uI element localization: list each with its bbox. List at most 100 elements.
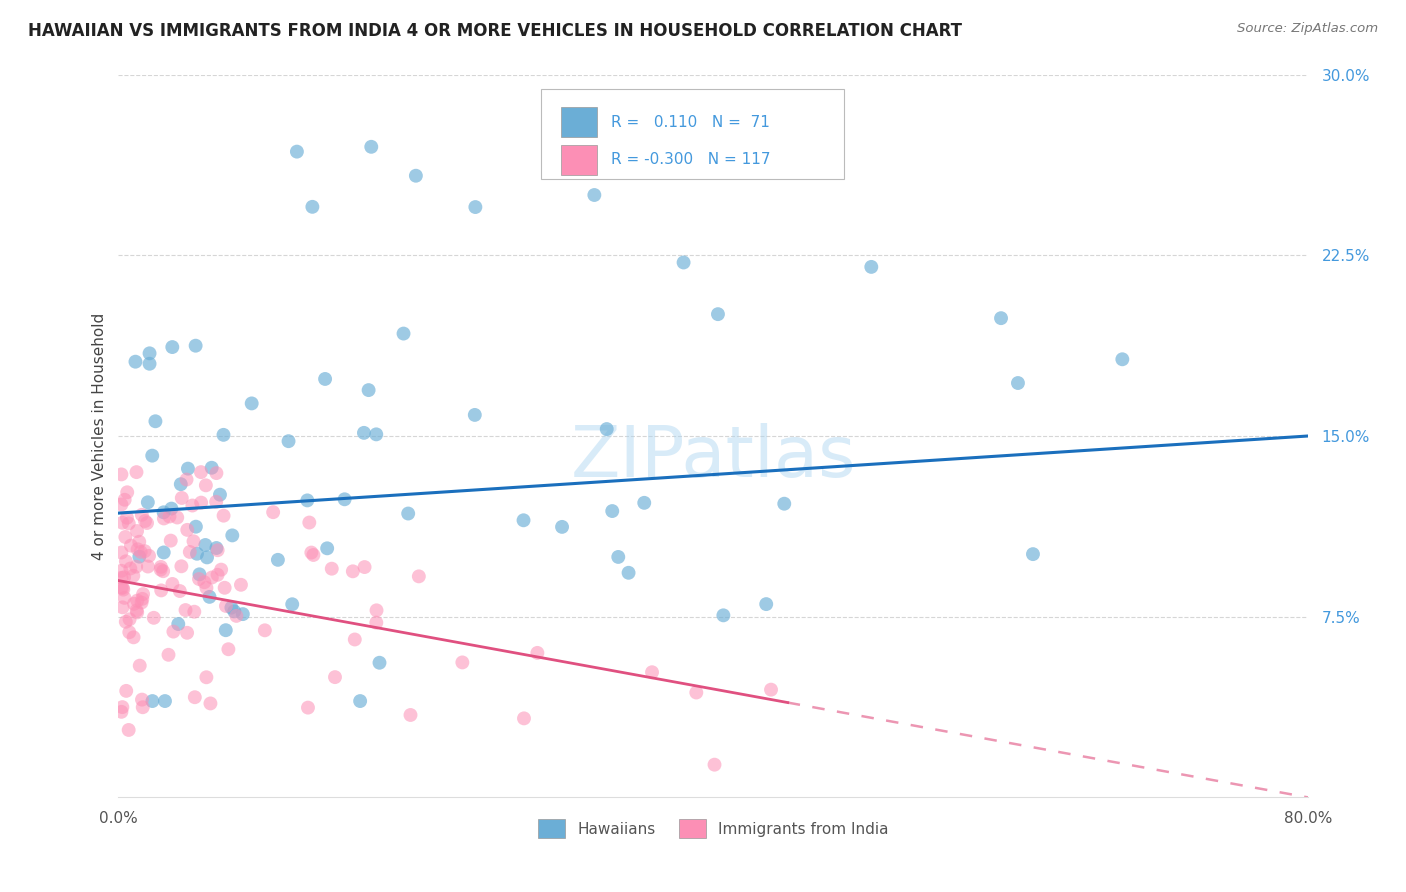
Point <box>166 510 188 524</box>
Point <box>707 307 730 321</box>
Point <box>990 311 1012 326</box>
Point <box>174 603 197 617</box>
Point <box>118 516 141 531</box>
Point <box>366 615 388 630</box>
Point <box>152 545 174 559</box>
Point <box>685 685 707 699</box>
Point <box>201 570 224 584</box>
Point <box>177 461 200 475</box>
Point <box>464 200 486 214</box>
Point <box>136 516 159 530</box>
Point <box>110 581 132 595</box>
Point <box>214 581 236 595</box>
Point <box>262 505 284 519</box>
Point <box>114 530 136 544</box>
Point <box>162 340 184 354</box>
Point <box>114 492 136 507</box>
Point <box>162 624 184 639</box>
Point <box>208 488 231 502</box>
Point <box>131 508 153 522</box>
Point <box>141 449 163 463</box>
Point <box>120 561 142 575</box>
Point <box>179 545 201 559</box>
Point <box>194 538 217 552</box>
Point <box>225 608 247 623</box>
Point <box>205 466 228 480</box>
Point <box>110 545 132 559</box>
Point <box>159 509 181 524</box>
Point <box>129 545 152 559</box>
Point <box>200 697 222 711</box>
Point <box>215 623 238 637</box>
FancyBboxPatch shape <box>561 145 596 175</box>
Point <box>134 514 156 528</box>
Point <box>125 465 148 479</box>
Point <box>633 496 655 510</box>
Point <box>157 648 180 662</box>
Point <box>162 577 184 591</box>
Point <box>298 516 321 530</box>
Point <box>253 624 276 638</box>
Point <box>110 571 132 585</box>
Point <box>122 630 145 644</box>
Point <box>353 425 375 440</box>
Point <box>349 694 371 708</box>
Point <box>285 145 308 159</box>
Point <box>112 570 135 584</box>
Point <box>301 200 323 214</box>
Point <box>142 611 165 625</box>
Point <box>607 549 630 564</box>
Point <box>343 632 366 647</box>
Point <box>711 608 734 623</box>
Point <box>215 599 238 613</box>
Point <box>1007 376 1029 390</box>
Point <box>600 504 623 518</box>
Point <box>451 656 474 670</box>
Point <box>128 549 150 564</box>
Point <box>131 591 153 606</box>
Point <box>127 606 149 620</box>
Point <box>127 542 149 557</box>
Point <box>111 516 134 530</box>
Point <box>1022 547 1045 561</box>
Point <box>111 600 134 615</box>
Point <box>221 600 243 615</box>
Legend: Hawaiians, Immigrants from India: Hawaiians, Immigrants from India <box>531 814 896 844</box>
Point <box>125 559 148 574</box>
Point <box>392 326 415 341</box>
Point <box>128 658 150 673</box>
Point <box>195 550 218 565</box>
Point <box>115 485 138 500</box>
Point <box>205 541 228 555</box>
FancyBboxPatch shape <box>541 89 844 179</box>
Point <box>198 590 221 604</box>
Text: R = -0.300   N = 117: R = -0.300 N = 117 <box>612 153 770 168</box>
Point <box>773 497 796 511</box>
Point <box>138 346 160 360</box>
Point <box>212 427 235 442</box>
Point <box>201 460 224 475</box>
Point <box>170 477 193 491</box>
Point <box>128 534 150 549</box>
Point <box>132 700 155 714</box>
Point <box>360 140 382 154</box>
Point <box>111 700 134 714</box>
Point <box>170 491 193 505</box>
Point <box>195 581 218 595</box>
Point <box>153 694 176 708</box>
Text: R =   0.110   N =  71: R = 0.110 N = 71 <box>612 115 770 129</box>
Point <box>396 507 419 521</box>
Point <box>127 593 149 607</box>
Point <box>138 549 160 563</box>
Point <box>672 255 695 269</box>
Point <box>118 723 141 737</box>
Point <box>176 625 198 640</box>
Point <box>153 511 176 525</box>
Point <box>464 408 486 422</box>
Point <box>703 757 725 772</box>
Point <box>299 545 322 559</box>
Point <box>110 564 132 578</box>
Point <box>368 656 391 670</box>
Point <box>314 372 336 386</box>
Point <box>134 544 156 558</box>
